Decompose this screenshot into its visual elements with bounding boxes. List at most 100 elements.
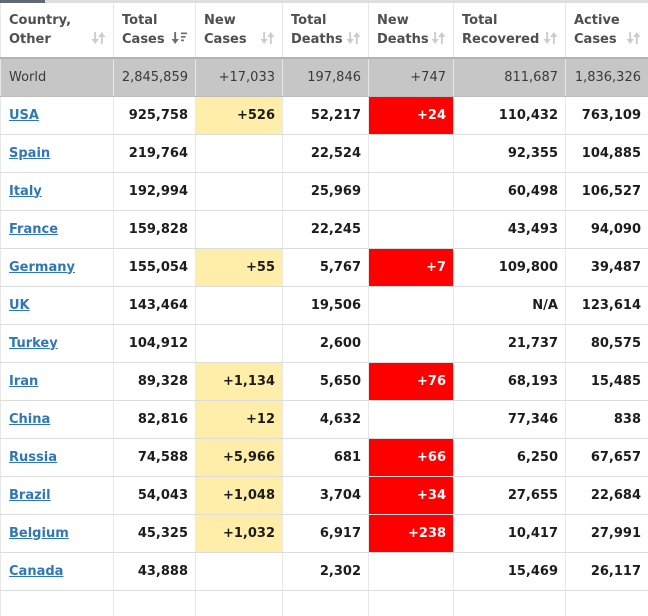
total-cases-cell: 155,054: [113, 248, 196, 287]
sort-both-icon: [626, 32, 641, 44]
country-link-china[interactable]: China: [9, 411, 51, 427]
country-link-italy[interactable]: Italy: [9, 183, 42, 199]
table-row-usa: USA 925,758 +526 52,217 +24 110,432 763,…: [0, 96, 648, 135]
sort-both-icon: [346, 31, 361, 45]
table-row-germany: Germany 155,054 +55 5,767 +7 109,800 39,…: [0, 248, 648, 287]
table-row-world: World 2,845,859 +17,033 197,846 +747 811…: [0, 58, 648, 97]
active-cases-cell: 104,885: [565, 134, 648, 173]
sort-both-icon: [260, 32, 275, 44]
country-link-turkey[interactable]: Turkey: [9, 335, 58, 351]
country-cell: Turkey: [0, 324, 114, 363]
total-deaths-cell: 3,704: [282, 476, 369, 515]
column-header-total-recovered[interactable]: Total Recovered: [453, 3, 566, 59]
header-row: Country, Other Total Cases New Cases Tot…: [0, 3, 648, 59]
total-cases-cell: 925,758: [113, 96, 196, 135]
country-link-brazil[interactable]: Brazil: [9, 487, 51, 503]
total-recovered-cell: 10,417: [453, 514, 566, 553]
total-recovered-cell: 77,346: [453, 400, 566, 439]
country-link-germany[interactable]: Germany: [9, 259, 75, 275]
country-link-uk[interactable]: UK: [9, 297, 30, 313]
new-cases-cell: [195, 172, 283, 211]
active-cases-cell: 26,117: [565, 552, 648, 591]
sort-descending-icon: [171, 32, 187, 44]
total-recovered-cell: 15,469: [453, 552, 566, 591]
column-header-country[interactable]: Country, Other: [0, 3, 114, 59]
country-cell: USA: [0, 96, 114, 135]
sort-both-icon: [91, 32, 106, 44]
column-label-line2: Cases: [204, 32, 247, 47]
column-label-line1: New: [204, 13, 236, 28]
column-header-total-cases[interactable]: Total Cases: [113, 3, 196, 59]
new-deaths-cell: [368, 552, 454, 591]
column-header-new-deaths[interactable]: New Deaths: [368, 3, 454, 59]
new-deaths-cell: [368, 324, 454, 363]
new-cases-cell: +12: [195, 400, 283, 439]
active-cases-cell: 80,575: [565, 324, 648, 363]
country-link-canada[interactable]: Canada: [9, 563, 64, 579]
column-header-total-deaths[interactable]: Total Deaths: [282, 3, 369, 59]
country-cell: [0, 590, 114, 616]
table-row-russia: Russia 74,588 +5,966 681 +66 6,250 67,65…: [0, 438, 648, 477]
total-recovered-cell: 68,193: [453, 362, 566, 401]
column-header-active-cases[interactable]: Active Cases: [565, 3, 648, 59]
new-deaths-cell: +34: [368, 476, 454, 515]
country-link-usa[interactable]: USA: [9, 107, 39, 123]
column-label-line1: Total: [462, 13, 498, 28]
new-cases-cell: +1,032: [195, 514, 283, 553]
table-row-china: China 82,816 +12 4,632 77,346 838: [0, 400, 648, 439]
new-deaths-cell: [368, 286, 454, 325]
sort-both-icon: [431, 32, 446, 44]
total-cases-cell: [113, 590, 196, 616]
column-header-new-cases[interactable]: New Cases: [195, 3, 283, 59]
total-recovered-cell: 109,800: [453, 248, 566, 287]
new-deaths-cell: [368, 400, 454, 439]
country-cell: Brazil: [0, 476, 114, 515]
total-cases-cell: 192,994: [113, 172, 196, 211]
total-cases-cell: 45,325: [113, 514, 196, 553]
country-cell: France: [0, 210, 114, 249]
table-row-brazil: Brazil 54,043 +1,048 3,704 +34 27,655 22…: [0, 476, 648, 515]
new-deaths-cell: [368, 210, 454, 249]
total-deaths-cell: 5,650: [282, 362, 369, 401]
active-cases-cell: 123,614: [565, 286, 648, 325]
new-cases-cell: [195, 552, 283, 591]
country-cell: Italy: [0, 172, 114, 211]
new-deaths-cell: [368, 134, 454, 173]
new-cases-cell: [195, 590, 283, 616]
total-recovered-cell: 811,687: [453, 58, 566, 97]
total-cases-cell: 104,912: [113, 324, 196, 363]
country-cell: World: [0, 58, 114, 97]
column-label-line2: Recovered: [462, 32, 540, 47]
total-cases-cell: 89,328: [113, 362, 196, 401]
country-link-spain[interactable]: Spain: [9, 145, 51, 161]
active-cases-cell: 1,836,326: [565, 58, 648, 97]
column-label-line1: Active: [574, 13, 620, 28]
table-row-spain: Spain 219,764 22,524 92,355 104,885: [0, 134, 648, 173]
country-link-russia[interactable]: Russia: [9, 449, 57, 465]
table-row-turkey: Turkey 104,912 2,600 21,737 80,575: [0, 324, 648, 363]
total-recovered-cell: 110,432: [453, 96, 566, 135]
country-link-iran[interactable]: Iran: [9, 373, 39, 389]
country-link-france[interactable]: France: [9, 221, 59, 237]
column-label-line2: Deaths: [377, 32, 429, 47]
new-deaths-cell: [368, 172, 454, 211]
column-label-line1: Country,: [9, 13, 72, 28]
total-deaths-cell: 5,767: [282, 248, 369, 287]
new-cases-cell: +5,966: [195, 438, 283, 477]
country-cell: UK: [0, 286, 114, 325]
table-row-uk: UK 143,464 19,506 N/A 123,614: [0, 286, 648, 325]
sort-both-icon: [431, 31, 446, 45]
new-cases-cell: [195, 210, 283, 249]
new-cases-cell: [195, 134, 283, 173]
table-row-canada: Canada 43,888 2,302 15,469 26,117: [0, 552, 648, 591]
total-deaths-cell: 2,302: [282, 552, 369, 591]
table-row-italy: Italy 192,994 25,969 60,498 106,527: [0, 172, 648, 211]
country-cell: Belgium: [0, 514, 114, 553]
column-label-line1: New: [377, 13, 409, 28]
active-cases-cell: 106,527: [565, 172, 648, 211]
country-link-belgium[interactable]: Belgium: [9, 525, 69, 541]
sort-descending-icon: [171, 31, 188, 45]
sort-both-icon: [346, 32, 361, 44]
total-recovered-cell: [453, 590, 566, 616]
total-deaths-cell: 2,600: [282, 324, 369, 363]
